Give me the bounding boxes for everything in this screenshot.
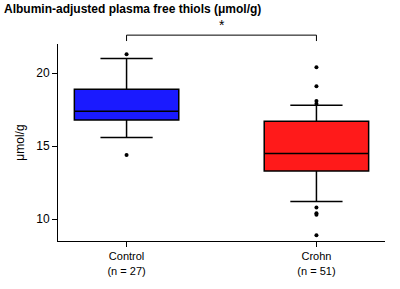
svg-text:15: 15 [36, 139, 50, 153]
svg-text:*: * [219, 17, 225, 33]
svg-text:20: 20 [36, 66, 50, 80]
svg-text:Crohn(n = 51): Crohn(n = 51) [297, 250, 335, 276]
svg-text:μmol/g: μmol/g [13, 124, 27, 160]
svg-text:Control(n = 27): Control(n = 27) [107, 250, 145, 276]
svg-text:Albumin-adjusted plasma free t: Albumin-adjusted plasma free thiols (μmo… [4, 2, 261, 16]
svg-text:10: 10 [36, 212, 50, 226]
